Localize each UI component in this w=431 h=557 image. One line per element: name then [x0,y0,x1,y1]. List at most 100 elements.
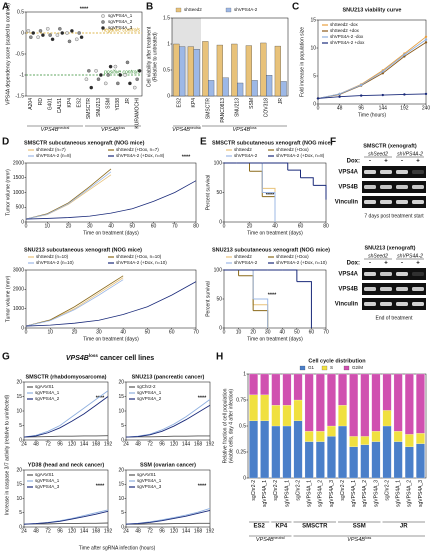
bar [245,45,252,97]
y-tick-label: 0 [19,437,22,443]
blot-row-label: VPS4A [338,170,358,176]
x-tick-label: sgVPS4A_1 [307,480,313,507]
legend-label: sgVPS4A_3 [108,25,133,30]
legend-swatch [175,7,182,13]
survival-step [236,162,250,172]
point [58,27,62,31]
bar-segment [327,425,336,437]
x-axis-label: Time after sgRNA infection (hours) [79,545,156,551]
y-tick-label: 1000 [13,190,24,196]
y-axis-label: Relative fraction of cell population [222,388,228,463]
blot-band [396,302,408,306]
legend-label: shSeed2 [184,7,202,12]
blot-band [364,200,376,204]
legend-swatch [101,14,105,18]
y-tick-label: -1.5 [15,93,24,99]
legend-label: sgVPS4A_3 [35,484,60,489]
legend-label: sgVPS4A_3 [137,484,162,489]
x-tick-label: 10 [48,329,54,335]
legend-swatch [101,26,105,30]
x-tick-label: 60 [151,223,157,229]
y-axis-label: Fold increase in population size [299,27,305,97]
bar [266,75,273,97]
blot-panel [362,268,426,280]
bar-segment [349,436,359,447]
blot-band [412,287,424,291]
legend-label: shSeed2 (n=10) [36,254,69,259]
bar-segment [416,373,425,434]
blot-band [412,302,424,306]
x-tick-label: 70 [323,329,329,335]
panel-label: F [330,137,336,148]
y-tick-label: 20 [16,467,22,473]
blot-row-label: VPS4B [338,287,358,293]
x-tick-label: ES2 [76,98,82,108]
legend-label: shVPS4A-2 [234,260,258,265]
point [99,73,103,77]
bar [280,81,287,97]
legend-label: sgAAVS1 [137,472,156,477]
x-tick-label: 0 [223,223,226,229]
blot-band [412,185,424,189]
x-tick-label: 48 [135,528,141,534]
bar [216,44,223,97]
plot-frame [223,269,327,329]
y-axis-label: Tumor volume (mm³) [5,275,11,322]
blot-band [380,287,392,291]
survival-step [262,192,276,222]
y-tick-label: 0.5 [163,67,170,73]
blot-band [380,170,392,174]
dox-label: Dox: [347,261,360,267]
bar-segment [293,420,303,479]
panel-label: C [292,2,299,13]
point [104,81,108,86]
legend-label: sgVPS4A_1 [35,478,60,483]
x-tick-label: PANC0813 [220,98,226,123]
bar-segment [371,441,381,479]
reference-label: negative controls [102,27,140,33]
legend-swatch [343,365,350,371]
legend-label: sgAAVS1 [35,384,54,389]
bar [260,42,267,97]
y-tick-label: 0 [121,437,124,443]
point [132,85,137,90]
group-label-status: loss [250,126,257,130]
x-tick-label: 48 [337,105,343,111]
point [84,77,89,81]
x-tick-label: 0 [223,329,226,335]
x-tick-label: 50 [145,329,151,335]
x-tick-label: SNU213 [96,98,102,117]
panel-label: D [2,137,9,148]
x-tick-label: 60 [309,329,315,335]
bar-segment [382,410,392,427]
x-tick-label: 192 [104,528,113,534]
y-tick-label: 0 [19,524,22,530]
blot-band [396,272,408,276]
y-tick-label: 50 [216,296,222,302]
y-tick-label: -0.5 [15,51,24,57]
y-tick-label: 5 [19,423,22,429]
x-tick-label: 48 [33,441,39,447]
y-tick-label: 0 [167,93,170,99]
x-axis-label: Time on treatment (days) [83,336,139,342]
y-tick-label: 15 [118,482,124,488]
x-tick-label: G401 [47,98,53,110]
bar-segment [416,443,425,479]
survival-step [253,304,269,328]
y-tick-label: 0 [243,475,246,481]
point [106,73,110,77]
legend-label: shSeed2 -dox [330,22,359,27]
x-tick-label: sgChr2-2 [251,480,257,501]
bar-segment [393,373,403,432]
annotation: **** [96,395,105,401]
series-line [25,279,124,327]
bar-segment [260,394,270,421]
blot-band [412,272,424,276]
bar-segment [382,425,392,479]
bar-segment [304,441,314,479]
legend-label: G1 [308,365,315,370]
group-label: SSM [353,524,366,530]
survival-step [253,298,269,328]
x-tick-label: sgChr2-2 [273,480,279,501]
